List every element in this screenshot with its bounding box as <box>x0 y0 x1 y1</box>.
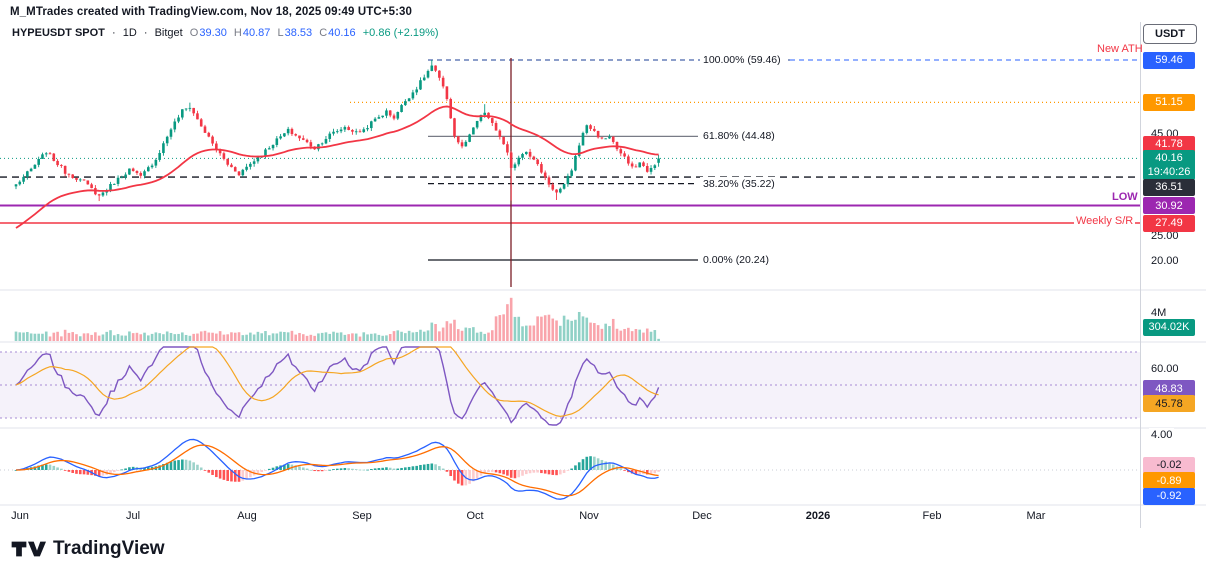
tradingview-logo-text: TradingView <box>53 538 165 559</box>
fib-level-label: 100.00% (59.46) <box>700 53 784 67</box>
price-axis-badge: 36.51 <box>1143 178 1195 196</box>
price-axis-badge: 30.92 <box>1143 197 1195 215</box>
price-axis-label: 25.00 <box>1149 228 1181 243</box>
weekly-sr-annotation: Weekly S/R <box>1074 215 1136 227</box>
tradingview-logo-icon <box>11 541 46 557</box>
symbol-name: HYPEUSDT SPOT <box>12 27 105 39</box>
separator: · <box>143 27 148 39</box>
low-annotation: LOW <box>1112 191 1138 203</box>
high-label: H <box>233 27 242 39</box>
separator: · <box>111 27 116 39</box>
time-axis-label: Mar <box>1026 510 1046 522</box>
exchange-name: Bitget <box>154 27 183 39</box>
price-axis-badge: 51.15 <box>1143 93 1195 111</box>
price-axis-badge: 41.78 <box>1143 135 1195 153</box>
time-axis-label: Oct <box>466 510 484 522</box>
time-axis-label: Sep <box>352 510 372 522</box>
macd-axis-label: 4.00 <box>1149 428 1175 442</box>
rsi-axis-label: 60.00 <box>1149 361 1181 376</box>
attribution-text: M_MTrades created with TradingView.com, … <box>10 6 413 18</box>
fib-level-label: 61.80% (44.48) <box>700 129 778 144</box>
open-value: 39.30 <box>199 27 227 39</box>
time-axis-label: Nov <box>579 510 599 522</box>
price-axis-badge: 59.46 <box>1143 51 1195 69</box>
time-axis-label: Dec <box>692 510 712 522</box>
rsi-axis-badge: 45.78 <box>1143 395 1195 413</box>
timeframe: 1D <box>122 27 137 39</box>
price-axis-label: 20.00 <box>1149 254 1181 269</box>
change-value: +0.86 (+2.19%) <box>362 27 439 39</box>
price-axis-badge: 40.16 19:40:26 <box>1143 149 1195 180</box>
price-axis-badge: 27.49 <box>1143 214 1195 232</box>
time-axis-label: 2026 <box>805 510 831 522</box>
currency-toggle-button[interactable]: USDT <box>1143 24 1197 44</box>
time-axis-label: Jul <box>125 510 141 522</box>
open-label: O <box>189 27 199 39</box>
tradingview-logo[interactable]: TradingView <box>10 537 165 561</box>
close-value: 40.16 <box>328 27 356 39</box>
macd-axis-badge: -0.92 <box>1143 487 1195 505</box>
symbol-legend[interactable]: HYPEUSDT SPOT · 1D · Bitget O39.30 H40.8… <box>12 27 443 39</box>
macd-axis-badge: -0.89 <box>1143 472 1195 490</box>
low-label: L <box>277 27 284 39</box>
time-axis-label: Jun <box>11 510 29 522</box>
time-axis-label: Aug <box>237 510 257 522</box>
volume-axis-badge: 304.02K <box>1143 318 1195 336</box>
high-value: 40.87 <box>242 27 271 39</box>
close-label: C <box>319 27 328 39</box>
volume-axis-label: 4M <box>1149 306 1169 320</box>
fib-level-label: 0.00% (20.24) <box>700 253 772 267</box>
new-ath-annotation: New ATH <box>1097 43 1143 55</box>
time-axis-label: Feb <box>922 510 942 522</box>
rsi-axis-badge: 48.83 <box>1143 380 1195 398</box>
fib-level-label: 38.20% (35.22) <box>700 176 778 191</box>
low-value: 38.53 <box>284 27 313 39</box>
macd-axis-badge: -0.02 <box>1143 456 1195 474</box>
